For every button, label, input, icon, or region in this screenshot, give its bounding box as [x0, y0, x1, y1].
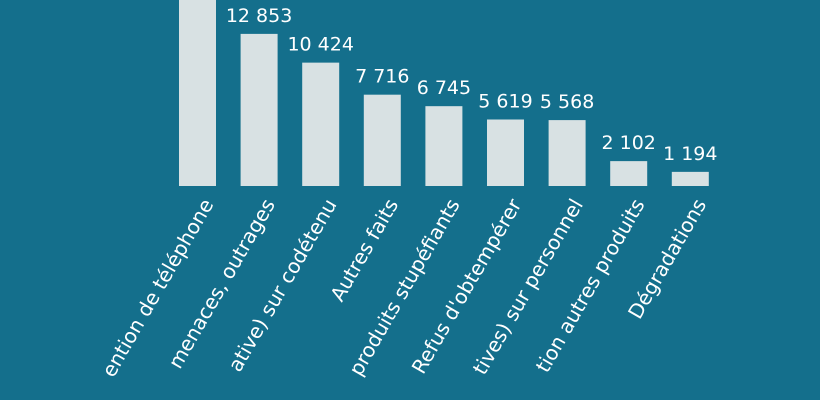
value-label: 1 194	[663, 143, 717, 165]
value-label: 5 619	[478, 90, 532, 112]
category-label: Refus d'obtempérer	[407, 194, 527, 378]
value-label: 2 102	[601, 132, 655, 154]
bar	[179, 0, 216, 187]
bar	[671, 171, 709, 186]
value-label: 7 716	[355, 66, 409, 88]
value-label: 12 853	[226, 5, 292, 27]
bar	[363, 94, 401, 186]
bar	[240, 33, 278, 186]
value-label: 5 568	[540, 91, 594, 113]
bars-layer	[179, 0, 709, 187]
category-label: ention de téléphone	[97, 195, 219, 382]
bar	[487, 119, 524, 186]
category-label: produits stupéfiants	[344, 195, 465, 380]
category-label: ative) sur codétenu	[223, 195, 341, 376]
value-label: 10 424	[287, 34, 353, 56]
bar	[302, 62, 340, 187]
category-label: tion autres produits	[531, 195, 650, 377]
bar	[425, 106, 463, 186]
category-label: menaces, outrages	[163, 195, 280, 373]
bar	[610, 161, 648, 186]
value-label: 6 745	[417, 77, 471, 99]
category-label: tives) sur personnel	[468, 195, 588, 379]
bar	[548, 120, 586, 186]
